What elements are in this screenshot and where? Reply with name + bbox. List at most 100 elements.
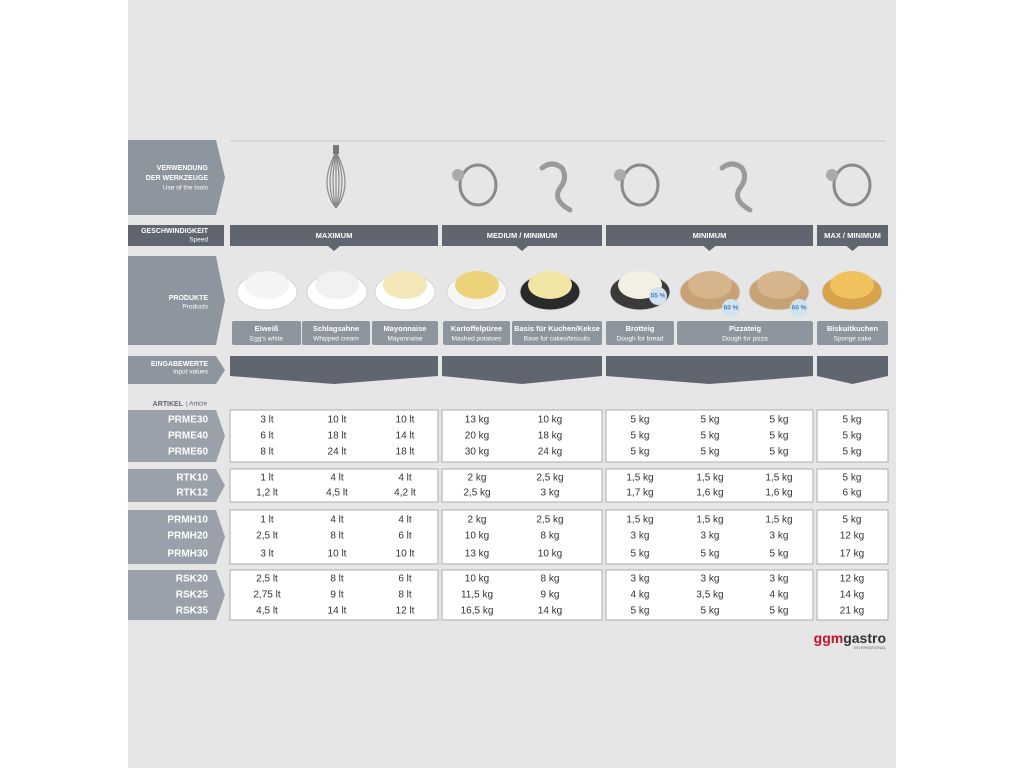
cell-value: 6 lt: [398, 574, 412, 585]
cell-value: 4 kg: [631, 590, 650, 601]
cell-value: 2,75 lt: [253, 590, 280, 601]
cell-value: 5 kg: [843, 415, 862, 426]
speed-bar: [817, 225, 888, 251]
tool-icon: [539, 161, 573, 213]
cell-value: 5 kg: [701, 415, 720, 426]
input-bar: [230, 356, 438, 384]
cell-value: 5 kg: [843, 431, 862, 442]
cell-value: 12 lt: [396, 606, 415, 617]
product-label-box: [677, 321, 813, 345]
cell-block: [816, 468, 889, 503]
tool-icon: [458, 163, 498, 207]
tool-icon: [326, 145, 346, 209]
model-name: PRMH10: [167, 515, 208, 526]
label: Mayonnaise: [387, 336, 422, 343]
cell-value: 2,5 kg: [536, 473, 563, 484]
cell-value: 3 kg: [701, 574, 720, 585]
cell-value: 5 kg: [631, 606, 650, 617]
cell-value: 18 lt: [396, 447, 415, 458]
tool-wire: [335, 151, 340, 209]
cell-value: 20 kg: [465, 431, 489, 442]
cell-value: 2,5 lt: [256, 574, 278, 585]
cell-value: 5 kg: [701, 606, 720, 617]
cell-value: 12 kg: [840, 531, 864, 542]
cell-value: 1,5 kg: [765, 515, 792, 526]
cell-value: 3 kg: [701, 531, 720, 542]
cell-value: 3,5 kg: [696, 590, 723, 601]
cell-value: 1,5 kg: [765, 473, 792, 484]
cell-value: 5 kg: [843, 515, 862, 526]
cell-block: [816, 569, 889, 621]
product-food: [830, 271, 874, 299]
cell-value: 14 lt: [328, 606, 347, 617]
cell-value: 1 lt: [260, 473, 274, 484]
cell-value: 1,2 lt: [256, 488, 278, 499]
cell-value: 3 kg: [770, 574, 789, 585]
cell-value: 2 kg: [468, 515, 487, 526]
cell-value: 4 lt: [330, 515, 344, 526]
cell-value: 30 kg: [465, 447, 489, 458]
cell-value: 4 kg: [770, 590, 789, 601]
product-food: [383, 271, 427, 299]
product-label-box: [232, 321, 301, 345]
label: Kartoffelpüree: [451, 324, 502, 333]
cell-value: 10 lt: [328, 549, 347, 560]
cell-value: 6 lt: [398, 531, 412, 542]
article-label-box: [128, 469, 225, 502]
label: Dough for bread: [617, 336, 664, 343]
cell-value: 1,5 kg: [626, 515, 653, 526]
label: MEDIUM / MINIMUM: [487, 231, 557, 240]
cell-value: 16,5 kg: [461, 606, 494, 617]
cell-block: [441, 509, 603, 565]
cell-value: 3 lt: [260, 415, 274, 426]
input-bar: [606, 356, 813, 384]
product-food: [315, 271, 359, 299]
model-name: RSK20: [176, 574, 209, 585]
cell-block: [229, 509, 439, 565]
cell-value: 1,7 kg: [626, 488, 653, 499]
product-label-box: [443, 321, 510, 345]
cell-value: 5 kg: [770, 606, 789, 617]
label: Mashed potatoes: [452, 336, 503, 343]
cell-block: [441, 409, 603, 463]
label: Eiweiß: [255, 324, 279, 333]
cell-value: 2,5 kg: [463, 488, 490, 499]
cell-value: 5 kg: [770, 431, 789, 442]
cell-block: [605, 569, 814, 621]
row-label-box: [128, 356, 225, 384]
logo-gastro: gastro: [843, 630, 886, 646]
model-name: RTK12: [176, 488, 208, 499]
cell-value: 3 kg: [770, 531, 789, 542]
cell-value: 4 lt: [330, 473, 344, 484]
tool-icon: [826, 169, 838, 181]
cell-value: 5 kg: [843, 447, 862, 458]
cell-value: 4,5 lt: [326, 488, 348, 499]
cell-value: 9 lt: [330, 590, 344, 601]
cell-value: 5 kg: [631, 431, 650, 442]
cell-block: [441, 569, 603, 621]
cell-value: 6 lt: [260, 431, 274, 442]
article-label-box: [128, 510, 225, 564]
label: Input values: [173, 369, 209, 376]
badge: [722, 299, 740, 317]
label: Mayonnaise: [384, 324, 427, 333]
cell-block: [229, 409, 439, 463]
tool-icon: [832, 163, 872, 207]
cell-value: 10 kg: [538, 549, 562, 560]
cell-block: [229, 569, 439, 621]
badge-text: 60 %: [724, 305, 739, 312]
badge: [649, 287, 667, 305]
model-name: RSK35: [176, 606, 209, 617]
cell-value: 24 lt: [328, 447, 347, 458]
cell-block: [229, 468, 439, 503]
speed-bar: [606, 225, 813, 251]
label: ARTIKEL: [153, 401, 184, 408]
product-label-box: [817, 321, 888, 345]
cell-value: 2,5 lt: [256, 531, 278, 542]
label: Sponge cake: [834, 336, 872, 343]
cell-value: 18 kg: [538, 431, 562, 442]
product-food: [245, 271, 289, 299]
cell-block: [605, 509, 814, 565]
label: Schlagsahne: [313, 324, 359, 333]
